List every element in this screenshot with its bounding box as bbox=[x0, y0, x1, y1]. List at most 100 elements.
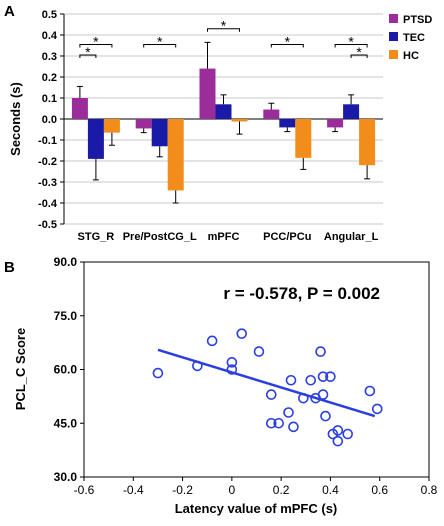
y-tick-label: 90.0 bbox=[54, 255, 78, 269]
panel-a-label: A bbox=[4, 3, 15, 20]
bar-tec bbox=[151, 119, 168, 147]
legend-label: HC bbox=[403, 50, 419, 62]
significance-bracket bbox=[350, 54, 368, 58]
y-tick-label: -0.1 bbox=[38, 135, 57, 147]
significance-bracket bbox=[79, 43, 113, 48]
x-tick-label: 0 bbox=[229, 483, 236, 497]
x-category-label: Angular_L bbox=[324, 231, 379, 243]
data-point bbox=[283, 407, 294, 418]
bar-ptsd bbox=[71, 98, 88, 119]
y-tick-label: 45.0 bbox=[54, 416, 78, 430]
x-tick-label: -0.6 bbox=[74, 483, 95, 497]
bar-hc bbox=[103, 119, 120, 133]
panel-a-significance: ***** ** bbox=[79, 18, 368, 60]
x-category-label: PCC/PCu bbox=[263, 231, 311, 243]
legend-label: PTSD bbox=[403, 14, 432, 26]
y-tick-label: -0.2 bbox=[38, 156, 57, 168]
data-point bbox=[364, 385, 376, 397]
panel-b-y-axis-title: PCL_C Score bbox=[13, 328, 28, 410]
data-point bbox=[371, 403, 383, 415]
data-point bbox=[236, 328, 248, 339]
data-point bbox=[265, 417, 277, 429]
panel-a-x-labels: STG_R Pre/PostCG_L mPFC PCC/PCu Angular_L bbox=[78, 231, 379, 243]
data-point bbox=[152, 367, 164, 379]
panel-a-error-bars bbox=[76, 41, 371, 204]
bar-tec bbox=[215, 104, 232, 119]
data-point bbox=[192, 360, 203, 372]
legend-label: TEC bbox=[403, 32, 425, 44]
data-point bbox=[315, 346, 326, 357]
bar-hc bbox=[231, 119, 248, 122]
y-tick-label: 0.1 bbox=[42, 93, 57, 105]
significance-star: * bbox=[348, 33, 354, 49]
data-point bbox=[332, 425, 344, 436]
bar-tec bbox=[87, 119, 104, 159]
y-tick-label: 0.4 bbox=[42, 30, 58, 42]
data-point bbox=[288, 421, 299, 433]
panel-b-x-ticks: -0.6 -0.4 -0.2 0 0.2 0.4 0.6 0.8 bbox=[74, 477, 438, 497]
y-tick-label: 0.5 bbox=[42, 9, 57, 21]
x-category-label: STG_R bbox=[78, 231, 115, 243]
bar-tec bbox=[279, 119, 296, 128]
y-tick-label: 75.0 bbox=[54, 309, 78, 323]
x-tick-label: 0.8 bbox=[421, 483, 438, 497]
bar-ptsd bbox=[263, 109, 280, 119]
y-tick-label: -0.3 bbox=[38, 177, 57, 189]
data-point bbox=[298, 392, 309, 404]
y-tick-label: 0.0 bbox=[42, 114, 57, 126]
data-point bbox=[253, 346, 265, 357]
y-tick-label: 30.0 bbox=[54, 470, 78, 484]
panel-a-bars bbox=[71, 68, 376, 191]
data-point bbox=[342, 428, 353, 440]
significance-star: * bbox=[285, 33, 291, 49]
y-tick-label: 60.0 bbox=[54, 363, 78, 377]
bar-hc bbox=[167, 119, 184, 191]
legend-swatch bbox=[389, 32, 398, 41]
y-tick-label: 0.2 bbox=[42, 72, 57, 84]
significance-bracket bbox=[270, 43, 304, 48]
legend-swatch bbox=[389, 14, 398, 23]
significance-bracket bbox=[207, 28, 240, 32]
significance-bracket bbox=[143, 43, 177, 48]
panel-b-annotation: r = -0.578, P = 0.002 bbox=[223, 284, 380, 303]
panel-b-label: B bbox=[4, 259, 15, 276]
y-tick-label: -0.4 bbox=[38, 198, 58, 210]
data-point bbox=[305, 374, 317, 386]
data-point bbox=[332, 435, 344, 447]
panel-b: B 30.0 45.0 60.0 75.0 90.0 -0.6 -0.4 -0.2 0 0.2 0… bbox=[4, 255, 438, 516]
data-point bbox=[317, 371, 329, 382]
significance-star: * bbox=[356, 44, 362, 60]
bar-hc bbox=[359, 119, 376, 166]
legend-swatch bbox=[389, 50, 398, 59]
panel-b-points bbox=[152, 328, 383, 447]
data-point bbox=[226, 364, 238, 375]
bar-ptsd bbox=[199, 68, 216, 119]
x-tick-label: -0.4 bbox=[123, 483, 144, 497]
panel-b-regression bbox=[157, 348, 376, 418]
data-point bbox=[325, 371, 336, 382]
x-tick-label: -0.2 bbox=[172, 483, 193, 497]
bar-hc bbox=[295, 119, 312, 158]
bar-tec bbox=[343, 104, 360, 119]
regression-line bbox=[157, 348, 376, 418]
panel-a: A ***** ** -0.5-0.4-0.3-0.2-0.10.00.10.20… bbox=[4, 3, 432, 243]
significance-bracket bbox=[79, 54, 97, 58]
x-tick-label: 0.4 bbox=[322, 483, 339, 497]
panel-a-y-ticks: -0.5 -0.4 -0.3 -0.2 -0.1 0.0 0.1 0.2 0.3 0.4 0.5 bbox=[38, 9, 64, 231]
panel-b-x-axis-title: Latency value of mPFC (s) bbox=[175, 501, 338, 516]
data-point bbox=[285, 374, 297, 386]
significance-bracket bbox=[334, 43, 368, 48]
y-tick-label: 0.3 bbox=[42, 51, 57, 63]
significance-star: * bbox=[221, 18, 227, 34]
panel-a-y-axis-title: Seconds (s) bbox=[8, 82, 23, 156]
data-point bbox=[273, 417, 284, 429]
data-point bbox=[226, 357, 238, 368]
bar-ptsd bbox=[135, 119, 152, 129]
significance-star: * bbox=[93, 33, 99, 49]
panel-a-legend: PTSD TEC HC bbox=[389, 14, 432, 62]
x-category-label: mPFC bbox=[208, 231, 240, 243]
panel-b-y-ticks: 30.0 45.0 60.0 75.0 90.0 bbox=[54, 255, 84, 484]
significance-star: * bbox=[157, 33, 163, 49]
x-tick-label: 0.2 bbox=[273, 483, 290, 497]
